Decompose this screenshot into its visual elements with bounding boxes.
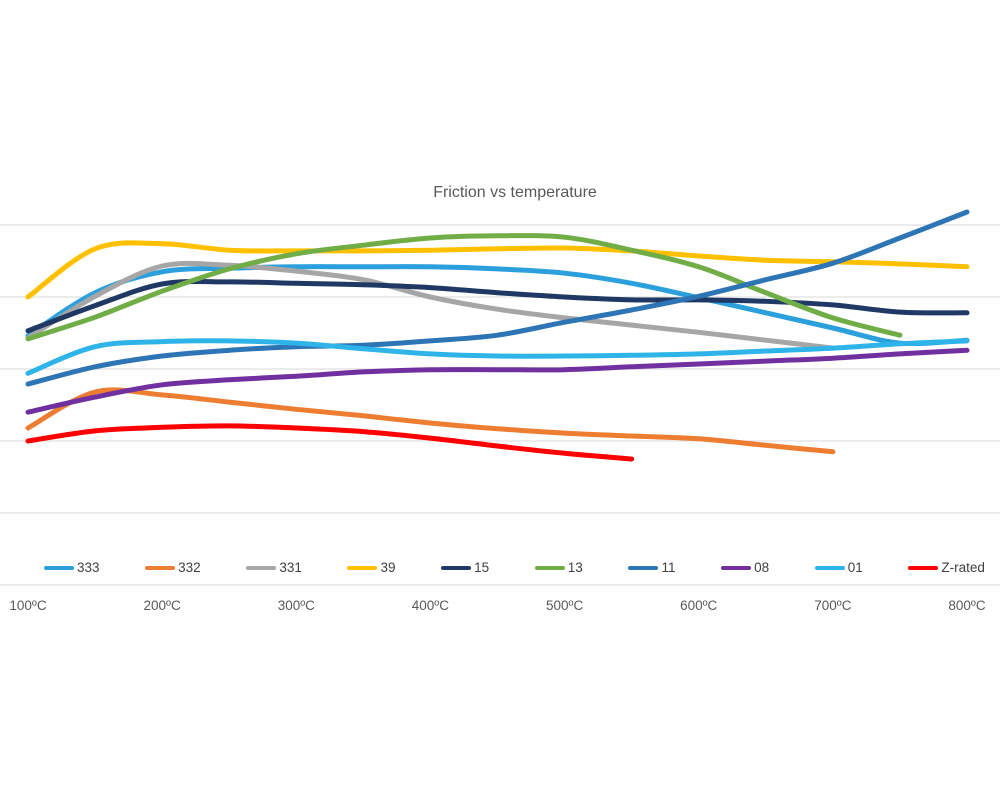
legend-swatch-icon xyxy=(908,565,939,571)
x-axis: 100ºC 200ºC 300ºC 400ºC 500ºC 600ºC 700ºC 800ºC xyxy=(0,598,1000,616)
series-line-11 xyxy=(25,209,970,387)
legend-item-08: 08 xyxy=(721,561,769,575)
legend-swatch-icon xyxy=(534,565,565,571)
legend-label: 332 xyxy=(178,560,201,576)
legend-label: 333 xyxy=(77,560,100,576)
series-line-Z-rated xyxy=(25,423,635,462)
legend-swatch-icon xyxy=(246,565,277,571)
plot-area xyxy=(0,209,1000,586)
legend-swatch-icon xyxy=(44,565,74,571)
legend-label: 15 xyxy=(474,560,490,576)
legend-swatch-icon xyxy=(441,565,472,571)
legend-item-15: 15 xyxy=(441,561,489,575)
x-axis-tick-label: 800ºC xyxy=(948,598,986,613)
x-axis-tick-label: 600ºC xyxy=(680,598,718,613)
legend-label: Z-rated xyxy=(941,560,985,576)
legend-label: 01 xyxy=(847,560,863,576)
legend-label: 13 xyxy=(567,560,583,576)
legend-item-332: 332 xyxy=(145,561,201,575)
series-line-39 xyxy=(25,240,970,300)
series-line-01 xyxy=(25,338,970,376)
legend-swatch-icon xyxy=(628,565,659,571)
legend-swatch-icon xyxy=(814,565,845,571)
x-axis-tick-label: 400ºC xyxy=(411,598,449,613)
x-axis-tick-label: 500ºC xyxy=(545,598,584,613)
legend-item-331: 331 xyxy=(246,561,302,575)
chart-title: Friction vs temperature xyxy=(433,184,597,201)
legend-swatch-icon xyxy=(721,565,752,571)
legend-item-333: 333 xyxy=(44,561,100,575)
legend-item-01: 01 xyxy=(814,560,863,576)
x-axis-tick-label: 200ºC xyxy=(143,598,181,613)
series-line-333 xyxy=(25,264,970,347)
legend-item-11: 11 xyxy=(628,561,675,575)
legend-item-13: 13 xyxy=(534,560,583,576)
series-line-331 xyxy=(25,260,836,351)
legend-label: 331 xyxy=(279,560,302,576)
series-line-13 xyxy=(25,233,903,342)
x-axis-tick-label: 300ºC xyxy=(277,598,315,613)
legend-item-39: 39 xyxy=(347,560,396,576)
x-axis-tick-label: 700ºC xyxy=(814,598,852,613)
legend-item-Z-rated: Z-rated xyxy=(908,561,985,575)
legend: 333 332 331 39 15 13 11 08 01 Z-rated xyxy=(44,559,985,577)
legend-label: 39 xyxy=(380,560,396,576)
series-line-332 xyxy=(25,387,836,455)
legend-label: 11 xyxy=(661,560,676,576)
x-axis-tick-label: 100ºC xyxy=(9,598,47,613)
legend-swatch-icon xyxy=(145,565,176,571)
series-line-08 xyxy=(25,347,970,415)
legend-label: 08 xyxy=(754,560,770,576)
legend-swatch-icon xyxy=(347,565,378,571)
